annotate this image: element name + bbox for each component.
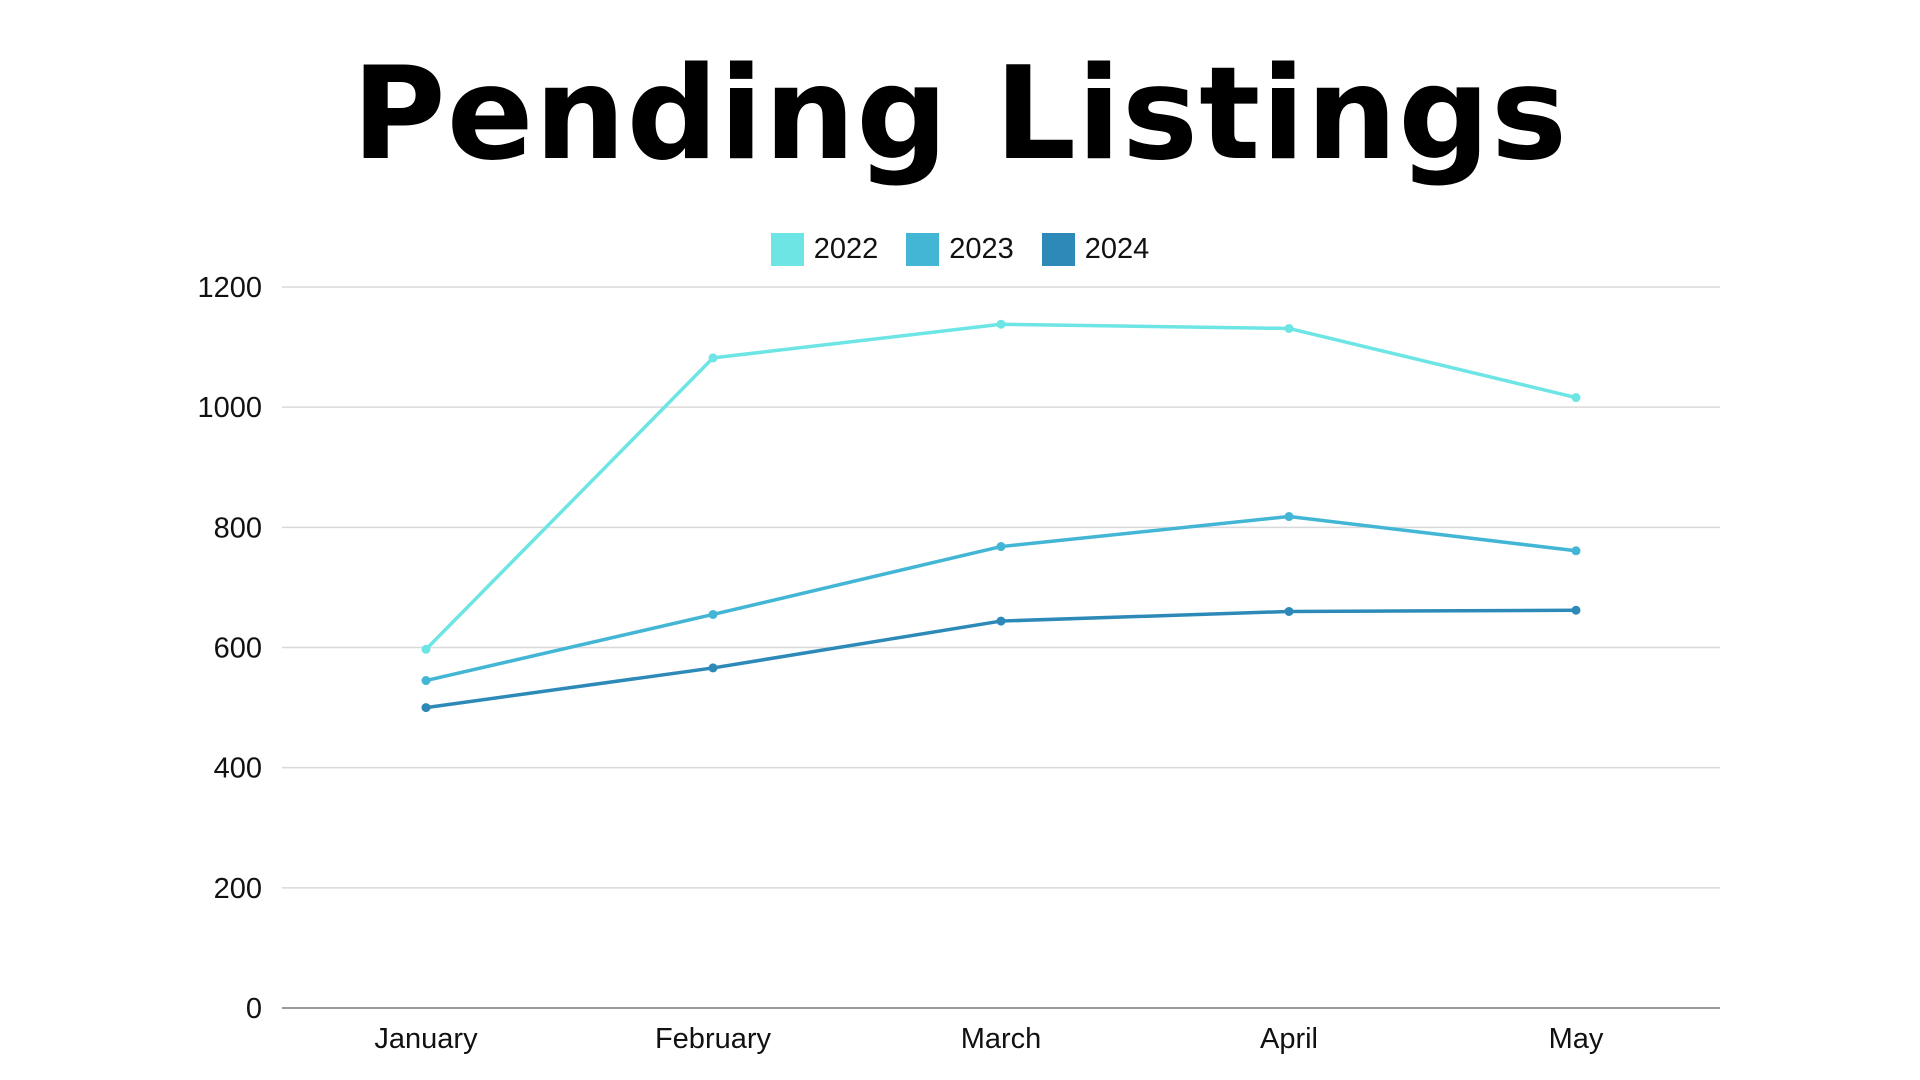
data-point-2023-january — [421, 676, 431, 686]
y-tick-label: 200 — [214, 873, 262, 905]
data-point-2022-march — [996, 319, 1006, 329]
data-point-2022-january — [421, 644, 431, 654]
x-tick-label: January — [374, 1023, 478, 1055]
y-axis: 0 200 400 600 800 1000 1200 — [197, 272, 262, 1025]
data-point-2022-april — [1284, 323, 1294, 333]
grid-lines — [282, 286, 1720, 1009]
data-point-2024-april — [1284, 606, 1294, 616]
y-tick-label: 400 — [214, 753, 262, 785]
x-tick-label: May — [1549, 1023, 1604, 1055]
data-point-2023-february — [708, 609, 718, 619]
y-tick-label: 800 — [214, 512, 262, 544]
legend-label-2022: 2022 — [813, 233, 879, 265]
data-point-2024-march — [996, 616, 1006, 626]
data-point-2024-february — [708, 663, 718, 673]
y-tick-label: 1000 — [197, 392, 262, 424]
legend-swatch-2023 — [906, 233, 940, 266]
legend-item-2023: 2023 — [906, 233, 1014, 266]
y-tick-label: 600 — [214, 633, 262, 665]
legend-swatch-2022 — [770, 233, 804, 266]
y-tick-label: 0 — [246, 993, 262, 1025]
x-tick-label: February — [655, 1023, 772, 1055]
data-point-2022-february — [708, 353, 718, 363]
x-tick-label: April — [1260, 1023, 1318, 1055]
legend-swatch-2024 — [1041, 233, 1075, 266]
legend-item-2022: 2022 — [770, 233, 879, 266]
chart-title: Pending Listings — [351, 40, 1569, 189]
x-axis: January February March April May — [374, 1023, 1603, 1055]
chart-legend: 2022 2023 2024 — [0, 233, 1920, 266]
x-tick-label: March — [961, 1023, 1042, 1055]
data-point-2024-january — [421, 703, 431, 713]
data-point-2023-march — [996, 542, 1006, 552]
series-points — [421, 319, 1581, 713]
data-point-2024-may — [1571, 605, 1581, 615]
legend-label-2023: 2023 — [949, 233, 1014, 265]
series-line-2023 — [424, 514, 1578, 683]
series-line-2022 — [424, 322, 1578, 652]
legend-label-2024: 2024 — [1084, 233, 1150, 265]
data-point-2023-april — [1284, 512, 1294, 522]
data-point-2023-may — [1571, 546, 1581, 556]
legend-item-2024: 2024 — [1041, 233, 1150, 266]
data-point-2022-may — [1571, 393, 1581, 403]
y-tick-label: 1200 — [197, 272, 262, 304]
series-lines — [424, 322, 1578, 710]
